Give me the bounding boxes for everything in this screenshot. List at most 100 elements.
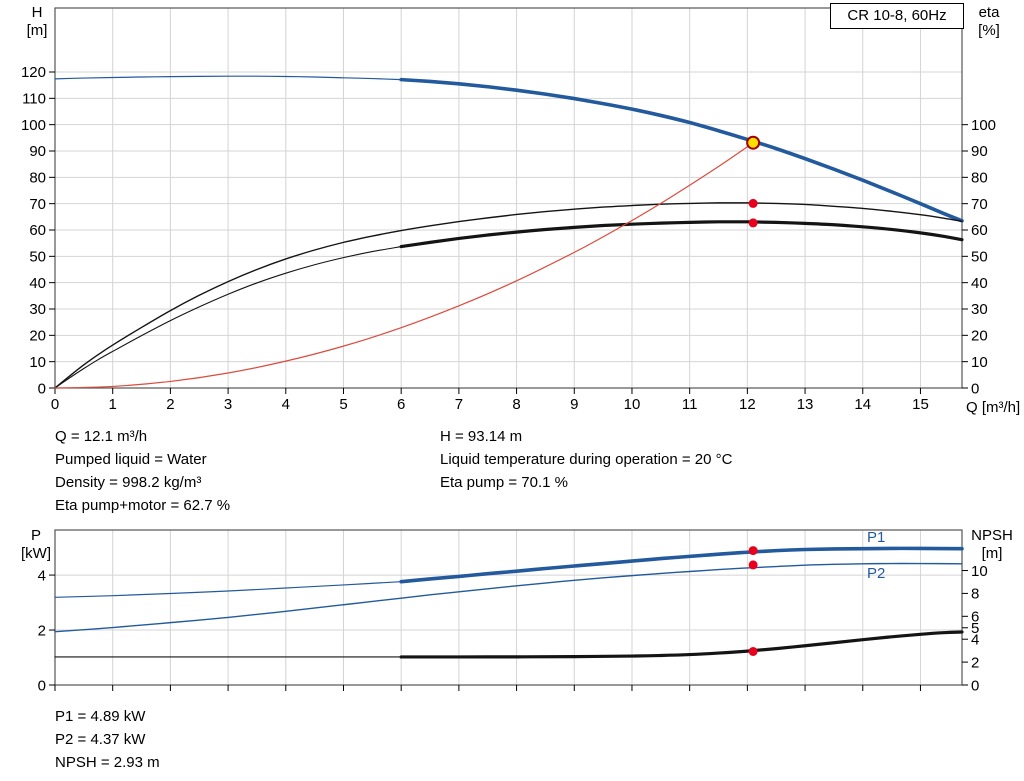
svg-text:70: 70 <box>29 196 46 213</box>
duty-info-right: H = 93.14 m Liquid temperature during op… <box>440 425 732 494</box>
svg-text:4: 4 <box>971 631 979 648</box>
gridlines <box>55 8 962 388</box>
result-npsh: NPSH = 2.93 m <box>55 754 160 771</box>
svg-text:0: 0 <box>38 380 46 397</box>
svg-text:10: 10 <box>971 563 988 580</box>
duty-point <box>746 135 761 150</box>
svg-text:80: 80 <box>971 170 988 187</box>
svg-text:3: 3 <box>224 396 232 413</box>
info-eta-pump: Eta pump = 70.1 % <box>440 474 568 491</box>
svg-text:100: 100 <box>971 117 996 134</box>
eta-axis-unit: [%] <box>978 22 1000 39</box>
svg-text:110: 110 <box>22 91 46 108</box>
duty-info-left: Q = 12.1 m³/h Pumped liquid = Water Dens… <box>55 425 230 517</box>
svg-text:2: 2 <box>38 622 46 639</box>
left-axis-title: H [m] <box>20 4 54 40</box>
plot-frame <box>54 7 963 389</box>
p-axis-unit: [kW] <box>21 545 51 562</box>
axis-ticks: 0102030405060708090100110120010203040506… <box>21 64 996 413</box>
p-axis-title: P <box>30 527 41 544</box>
gridlines <box>55 530 962 685</box>
info-eta-pump-motor: Eta pump+motor = 62.7 % <box>55 497 231 514</box>
head-curve <box>54 75 964 223</box>
svg-text:10: 10 <box>971 354 988 371</box>
svg-text:80: 80 <box>29 170 46 187</box>
npsh-axis-title-text: NPSH <box>971 527 1013 544</box>
svg-text:60: 60 <box>971 222 988 239</box>
info-density: Density = 998.2 kg/m³ <box>55 474 202 491</box>
svg-text:90: 90 <box>971 143 988 160</box>
svg-text:0: 0 <box>38 677 46 694</box>
info-pumped-liquid: Pumped liquid = Water <box>55 451 207 468</box>
svg-text:1: 1 <box>109 396 117 413</box>
svg-text:0: 0 <box>971 677 979 694</box>
power-axis-title: P [kW] <box>14 527 58 563</box>
info-head: H = 93.14 m <box>440 428 523 445</box>
svg-text:0: 0 <box>51 396 59 413</box>
svg-text:40: 40 <box>971 275 988 292</box>
svg-text:60: 60 <box>29 222 46 239</box>
svg-text:90: 90 <box>29 143 46 160</box>
right-axis-title: eta [%] <box>968 4 1010 40</box>
svg-text:0: 0 <box>971 380 979 397</box>
svg-text:8: 8 <box>512 396 520 413</box>
svg-text:4: 4 <box>38 567 46 584</box>
svg-text:70: 70 <box>971 196 988 213</box>
p1-operating-point <box>748 546 758 556</box>
plot-frame <box>54 529 963 686</box>
svg-text:7: 7 <box>455 396 463 413</box>
eta-pump-curve <box>54 202 963 389</box>
eta-axis-title: eta <box>978 4 1000 21</box>
svg-text:6: 6 <box>971 609 979 626</box>
svg-text:2: 2 <box>166 396 174 413</box>
npsh-curve <box>54 630 964 659</box>
p2-operating-point <box>748 560 758 570</box>
h-axis-unit: [m] <box>26 22 48 39</box>
svg-text:20: 20 <box>971 328 988 345</box>
svg-text:50: 50 <box>29 249 46 266</box>
x-axis-title: Q [m³/h] <box>966 399 1021 416</box>
svg-text:14: 14 <box>854 396 871 413</box>
h-axis-title: H <box>31 4 43 21</box>
svg-text:20: 20 <box>29 328 46 345</box>
p2-curve-label: P2 <box>867 565 886 582</box>
svg-text:13: 13 <box>797 396 814 413</box>
svg-text:4: 4 <box>282 396 290 413</box>
p2-curve <box>54 562 963 633</box>
p1-curve <box>54 546 964 598</box>
svg-text:2: 2 <box>971 654 979 671</box>
npsh-axis-unit: [m] <box>981 545 1003 562</box>
svg-text:10: 10 <box>624 396 641 413</box>
svg-text:6: 6 <box>397 396 405 413</box>
result-p1: P1 = 4.89 kW <box>55 708 146 725</box>
eta-pump-motor-operating-point <box>748 218 758 228</box>
result-p2: P2 = 4.37 kW <box>55 731 146 748</box>
info-flow: Q = 12.1 m³/h <box>55 428 148 445</box>
info-liquid-temperature: Liquid temperature during operation = 20… <box>440 451 733 468</box>
svg-text:5: 5 <box>339 396 347 413</box>
svg-text:5: 5 <box>971 620 979 637</box>
system-curve <box>54 142 754 389</box>
npsh-axis-title: NPSH [m] <box>964 527 1020 563</box>
p1-curve-label: P1 <box>867 529 886 546</box>
svg-text:50: 50 <box>971 249 988 266</box>
svg-text:40: 40 <box>29 275 46 292</box>
svg-text:9: 9 <box>570 396 578 413</box>
svg-text:100: 100 <box>21 117 46 134</box>
pump-type-box: CR 10-8, 60Hz <box>830 3 964 29</box>
svg-text:12: 12 <box>739 396 756 413</box>
eta-pump-motor-curve <box>54 220 964 389</box>
svg-text:15: 15 <box>912 396 929 413</box>
svg-text:30: 30 <box>971 301 988 318</box>
svg-text:8: 8 <box>971 586 979 603</box>
svg-text:30: 30 <box>29 301 46 318</box>
results-block: P1 = 4.89 kW P2 = 4.37 kW NPSH = 2.93 m <box>55 705 160 774</box>
svg-text:11: 11 <box>682 396 698 413</box>
npsh-operating-point <box>748 646 758 656</box>
svg-text:120: 120 <box>21 64 46 81</box>
eta-pump-operating-point <box>748 198 758 208</box>
